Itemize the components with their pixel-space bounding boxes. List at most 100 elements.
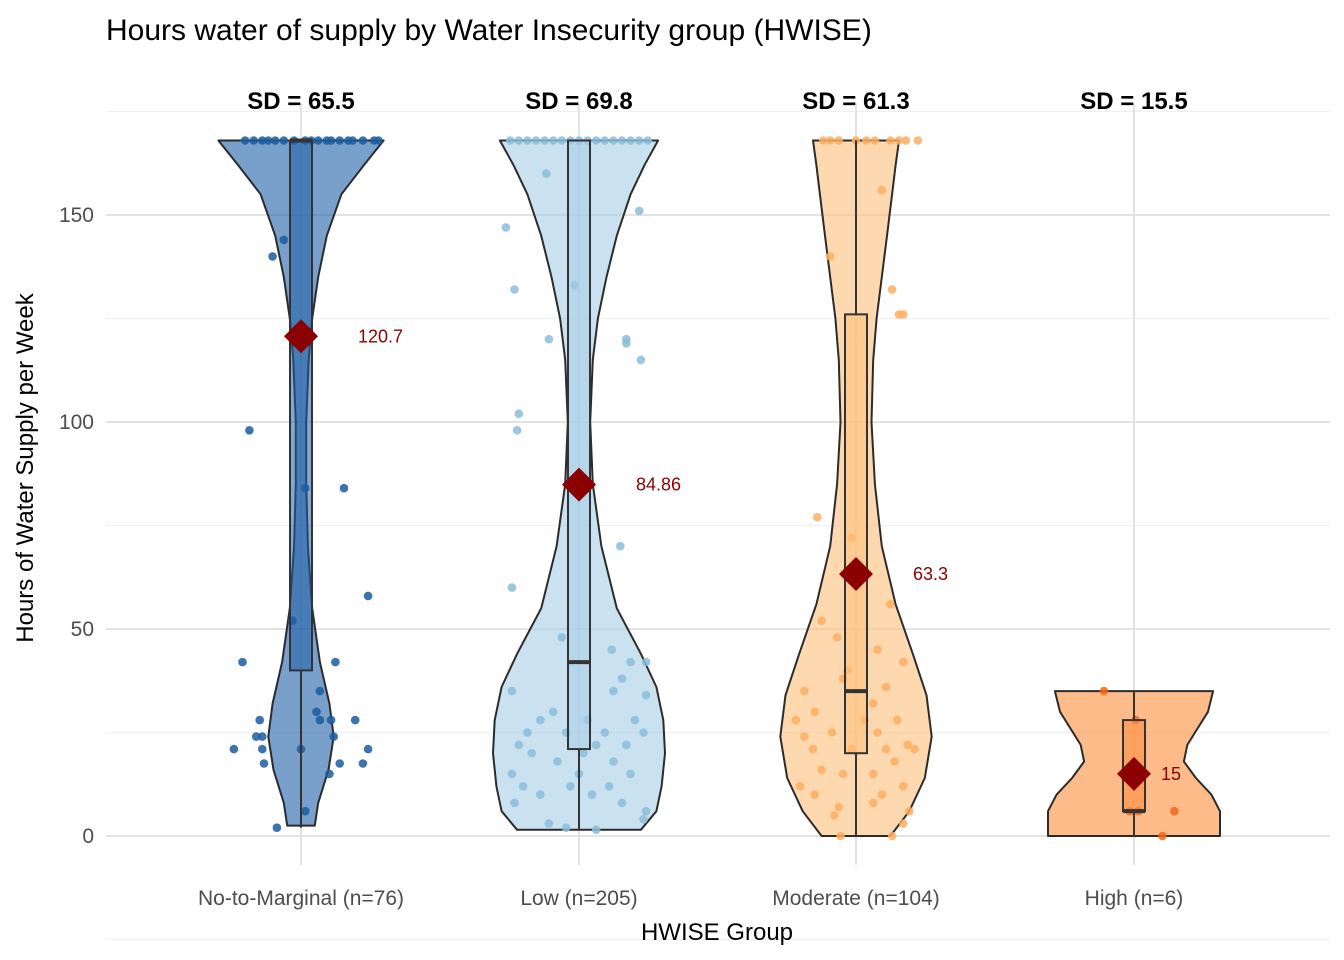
data-point <box>272 823 282 832</box>
data-point <box>634 136 644 145</box>
mean-label: 63.3 <box>913 564 948 584</box>
data-point <box>527 748 536 758</box>
data-point <box>868 798 878 808</box>
data-point <box>899 310 908 319</box>
data-point <box>350 715 360 725</box>
data-point <box>249 136 258 145</box>
data-point <box>523 728 532 737</box>
data-point <box>604 782 614 791</box>
data-point <box>834 136 844 145</box>
data-point <box>827 728 837 737</box>
data-point <box>557 633 567 642</box>
data-point <box>518 782 528 791</box>
sd-label: SD = 15.5 <box>1080 88 1187 115</box>
data-point <box>893 715 902 725</box>
data-point <box>626 136 635 145</box>
data-point <box>579 748 588 758</box>
data-point <box>514 740 524 750</box>
data-point <box>315 686 325 696</box>
x-axis-ticks: No-to-Marginal (n=76) Low (n=205) Moderate… <box>198 887 1183 910</box>
data-point <box>626 769 635 779</box>
data-point <box>251 732 261 741</box>
data-point <box>817 616 826 625</box>
data-point <box>600 728 610 737</box>
data-point <box>800 686 809 696</box>
data-point <box>910 744 919 754</box>
violin-groups: 120.7 SD = 65.5 84.86 SD = 69.8 63.3 SD = 61.… <box>217 88 1221 841</box>
x-tick-label: Moderate (n=104) <box>772 887 940 910</box>
data-point <box>326 136 336 145</box>
data-point <box>903 740 912 750</box>
data-point <box>540 136 549 145</box>
data-point <box>514 409 524 419</box>
data-point <box>505 136 515 145</box>
mean-marker <box>839 556 873 591</box>
data-point <box>339 483 349 493</box>
sd-label: SD = 61.3 <box>802 88 909 115</box>
data-point <box>591 136 601 145</box>
data-point <box>639 815 648 824</box>
data-point <box>1158 831 1167 841</box>
data-point <box>238 657 247 667</box>
data-point <box>886 136 895 145</box>
box-iqr <box>289 139 313 672</box>
data-point <box>881 682 891 692</box>
data-point <box>363 744 373 754</box>
y-axis-ticks: 0 50 100 150 <box>59 204 94 848</box>
data-point <box>315 715 325 725</box>
data-point <box>913 136 923 145</box>
data-point <box>255 715 264 725</box>
data-point <box>877 185 887 195</box>
data-point <box>536 715 545 725</box>
data-point <box>507 686 517 696</box>
data-point <box>641 690 651 700</box>
data-point <box>622 339 631 348</box>
data-point <box>326 715 336 725</box>
box-iqr <box>567 139 591 751</box>
data-point <box>607 645 616 654</box>
data-point <box>800 732 809 741</box>
mean-marker <box>284 319 318 354</box>
data-point <box>643 136 653 145</box>
data-point <box>548 707 558 717</box>
data-point <box>1099 686 1109 696</box>
data-point <box>834 802 844 812</box>
data-point <box>561 823 571 832</box>
data-point <box>887 285 897 294</box>
data-point <box>890 757 899 766</box>
data-point <box>229 744 239 754</box>
x-tick-label: Low (n=205) <box>520 887 637 910</box>
data-point <box>331 657 340 667</box>
data-point <box>622 740 631 750</box>
y-tick-label: 50 <box>71 618 94 641</box>
data-point <box>881 744 891 754</box>
data-point <box>312 707 321 717</box>
data-point <box>617 136 627 145</box>
data-point <box>810 790 819 799</box>
data-point <box>536 790 545 799</box>
data-point <box>899 782 908 791</box>
x-tick-label: High (n=6) <box>1085 887 1184 910</box>
data-point <box>301 806 310 816</box>
data-point <box>836 831 845 841</box>
data-point <box>264 136 273 145</box>
data-point <box>825 252 835 261</box>
data-point <box>639 728 648 737</box>
data-point <box>335 759 345 768</box>
data-point <box>862 136 871 145</box>
data-point <box>329 732 339 741</box>
mean-label: 120.7 <box>358 326 403 346</box>
data-point <box>630 715 640 725</box>
y-tick-label: 150 <box>59 204 94 227</box>
data-point <box>832 633 842 642</box>
data-point <box>617 798 627 808</box>
data-point <box>348 136 357 145</box>
data-point <box>899 819 908 828</box>
data-point <box>819 136 828 145</box>
mean-marker <box>562 467 596 502</box>
data-point <box>868 699 878 708</box>
data-point <box>600 136 610 145</box>
data-point <box>510 798 519 808</box>
data-point <box>1170 806 1179 816</box>
